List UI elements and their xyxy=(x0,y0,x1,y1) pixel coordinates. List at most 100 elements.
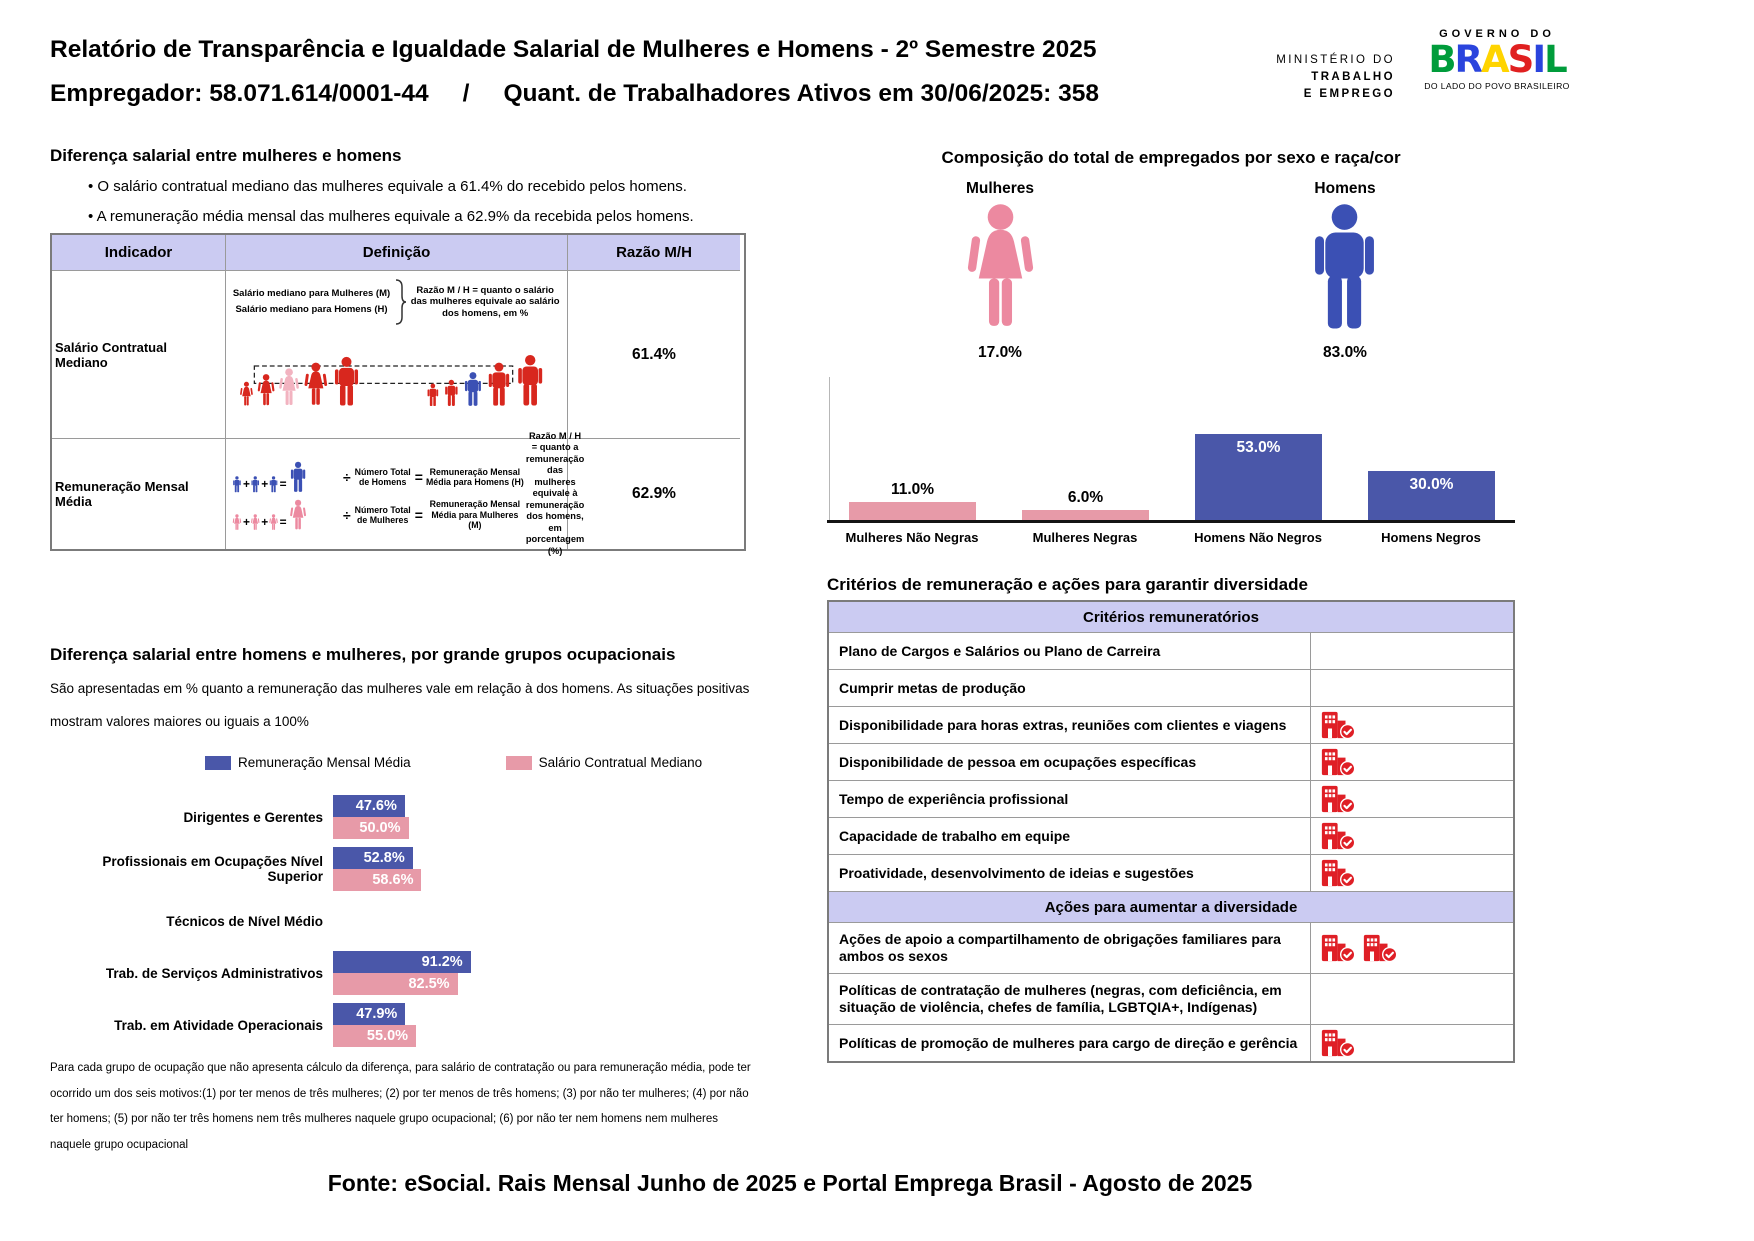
criteria-label: Cumprir metas de produção xyxy=(839,679,1026,696)
indicator-label: Salário Contratual Mediano xyxy=(52,271,226,439)
criteria-status-cell xyxy=(1310,923,1513,973)
ministry-line-1: MINISTÉRIO DO xyxy=(1276,54,1395,66)
svg-text:=: = xyxy=(280,477,287,491)
building-check-icon xyxy=(1321,1029,1356,1057)
legend-swatch-blue xyxy=(205,755,231,770)
criteria-label: Disponibilidade de pessoa em ocupações e… xyxy=(839,753,1197,770)
occupation-row-dirigentes: Dirigentes e Gerentes 47.6% 50.0% xyxy=(50,795,750,839)
ratio-value-mean: 62.9% xyxy=(632,485,676,502)
ratio-value-median: 61.4% xyxy=(568,271,740,439)
bar: 47.6% xyxy=(333,795,405,817)
criteria-row: Ações de apoio a compartilhamento de obr… xyxy=(829,923,1513,974)
people-row-illustration xyxy=(239,354,542,407)
legend-label-salario: Salário Contratual Mediano xyxy=(538,755,703,770)
svg-text:=: = xyxy=(280,515,287,529)
male-share-value: 83.0% xyxy=(1323,344,1367,361)
col-header-indicador: Indicador xyxy=(52,235,226,271)
brasil-logo: GOVERNO DO BRASIL DO LADO DO POVO BRASIL… xyxy=(1412,28,1582,91)
rem-women-label: Remuneração Mensal Média para Mulheres (… xyxy=(429,499,521,531)
median-men-label: Salário mediano para Homens (H) xyxy=(235,304,388,315)
brace-icon xyxy=(396,279,407,325)
bar xyxy=(1022,510,1149,520)
criteria-label: Políticas de contratação de mulheres (ne… xyxy=(839,982,1282,1015)
composition-bar-chart: 11.0% 6.0% 53.0% 30.0% xyxy=(827,360,1515,523)
occupation-row-servicos-administrativos: Trab. de Serviços Administrativos 91.2% … xyxy=(50,951,750,995)
occupation-label: Técnicos de Nível Médio xyxy=(166,913,323,929)
occupation-row-atividade-operacionais: Trab. em Atividade Operacionais 47.9% 55… xyxy=(50,1003,750,1047)
building-check-icon xyxy=(1321,711,1356,739)
bar-value-label: 30.0% xyxy=(1409,476,1454,494)
svg-text:+: + xyxy=(261,477,268,491)
criteria-status-cell xyxy=(1310,633,1513,669)
criteria-status-cell xyxy=(1310,744,1513,780)
bar-value-label: 53.0% xyxy=(1236,439,1281,457)
criteria-label: Políticas de promoção de mulheres para c… xyxy=(839,1034,1298,1051)
building-check-icon xyxy=(1321,859,1356,887)
occupational-desc-1: São apresentadas em % quanto a remuneraç… xyxy=(50,681,750,696)
building-check-icon xyxy=(1321,748,1356,776)
bar: 50.0% xyxy=(333,817,409,839)
criteria-label: Disponibilidade para horas extras, reuni… xyxy=(839,716,1287,733)
ministry-line-2: TRABALHO xyxy=(1311,71,1395,83)
bar: 52.8% xyxy=(333,847,413,869)
col-header-definicao: Definição xyxy=(226,235,568,271)
median-salary-definition: Salário mediano para Mulheres (M) Salári… xyxy=(226,271,567,409)
occupation-row-tecnicos: Técnicos de Nível Médio xyxy=(50,899,750,943)
chart-legend: Remuneração Mensal Média Salário Contrat… xyxy=(205,755,702,770)
criteria-row: Políticas de contratação de mulheres (ne… xyxy=(829,974,1513,1025)
legend-swatch-pink xyxy=(505,755,532,770)
criteria-status-cell xyxy=(1310,818,1513,854)
criteria-label: Ações de apoio a compartilhamento de obr… xyxy=(839,931,1281,964)
occupation-label: Trab. de Serviços Administrativos xyxy=(105,965,323,981)
occupation-label: Dirigentes e Gerentes xyxy=(183,809,323,825)
criteria-status-cell xyxy=(1310,707,1513,743)
salary-gap-bullet-1: • O salário contratual mediano das mulhe… xyxy=(88,178,687,195)
building-check-icon xyxy=(1321,785,1356,813)
rem-men-label: Remuneração Mensal Média para Homens (H) xyxy=(425,466,524,488)
median-ratio-note: Razão M / H = quanto o salário das mulhe… xyxy=(410,284,560,319)
salary-gap-table: Indicador Definição Razão M/H Salário Co… xyxy=(50,233,746,556)
criteria-row: Políticas de promoção de mulheres para c… xyxy=(829,1025,1513,1061)
bar: 47.9% xyxy=(333,1003,406,1025)
bar: 58.6% xyxy=(333,869,422,891)
mean-ratio-note: Razão M / H = quanto a remuneração das m… xyxy=(525,430,585,556)
criteria-title: Critérios de remuneração e ações para ga… xyxy=(827,575,1308,594)
brasil-wordmark: BRASIL xyxy=(1428,38,1567,81)
criteria-label: Plano de Cargos e Salários ou Plano de C… xyxy=(839,642,1161,659)
occupational-desc-2: mostram valores maiores ou iguais a 100% xyxy=(50,714,309,729)
occupational-footnote: Para cada grupo de ocupação que não apre… xyxy=(50,1062,751,1151)
criteria-band-remuneratorios: Critérios remuneratórios xyxy=(829,602,1513,633)
criteria-band-diversidade: Ações para aumentar a diversidade xyxy=(829,892,1513,923)
criteria-row: Disponibilidade de pessoa em ocupações e… xyxy=(829,744,1513,781)
category-label: Mulheres Não Negras xyxy=(845,530,979,545)
median-women-label: Salário mediano para Mulheres (M) xyxy=(232,288,391,299)
criteria-status-cell xyxy=(1310,670,1513,706)
criteria-row: Proatividade, desenvolvimento de ideias … xyxy=(829,855,1513,892)
criteria-status-cell xyxy=(1310,974,1513,1024)
criteria-label: Proatividade, desenvolvimento de ideias … xyxy=(839,864,1194,881)
bar: 53.0% xyxy=(1195,434,1322,520)
male-person-icon xyxy=(1315,204,1374,329)
bar-group-homens-negros: 30.0% xyxy=(1368,471,1495,520)
criteria-label: Tempo de experiência profissional xyxy=(839,790,1069,807)
criteria-table: Critérios remuneratórios Plano de Cargos… xyxy=(827,600,1515,1063)
ministry-logo: MINISTÉRIO DO TRABALHO E EMPREGO xyxy=(1225,52,1395,103)
num-men-label: Número Total de Homens xyxy=(354,466,411,488)
female-group-label: Mulheres xyxy=(965,180,1035,197)
svg-text:+: + xyxy=(243,515,250,529)
occupational-title: Diferença salarial entre homens e mulher… xyxy=(50,645,676,664)
criteria-row: Tempo de experiência profissional xyxy=(829,781,1513,818)
women-sum-illustration: + + = xyxy=(232,499,307,530)
building-check-icon xyxy=(1363,934,1398,962)
x-axis-line xyxy=(827,520,1515,523)
criteria-row: Plano de Cargos e Salários ou Plano de C… xyxy=(829,633,1513,670)
composition-y-axis xyxy=(829,377,830,523)
criteria-row: Cumprir metas de produção xyxy=(829,670,1513,707)
bar-value-label: 6.0% xyxy=(1067,489,1104,507)
governo-do-label: GOVERNO DO xyxy=(1439,28,1555,40)
composition-title: Composição do total de empregados por se… xyxy=(941,148,1401,167)
criteria-status-cell xyxy=(1310,781,1513,817)
svg-text:+: + xyxy=(243,477,250,491)
ministry-line-3: E EMPREGO xyxy=(1303,88,1395,100)
criteria-label: Capacidade de trabalho em equipe xyxy=(839,827,1071,844)
